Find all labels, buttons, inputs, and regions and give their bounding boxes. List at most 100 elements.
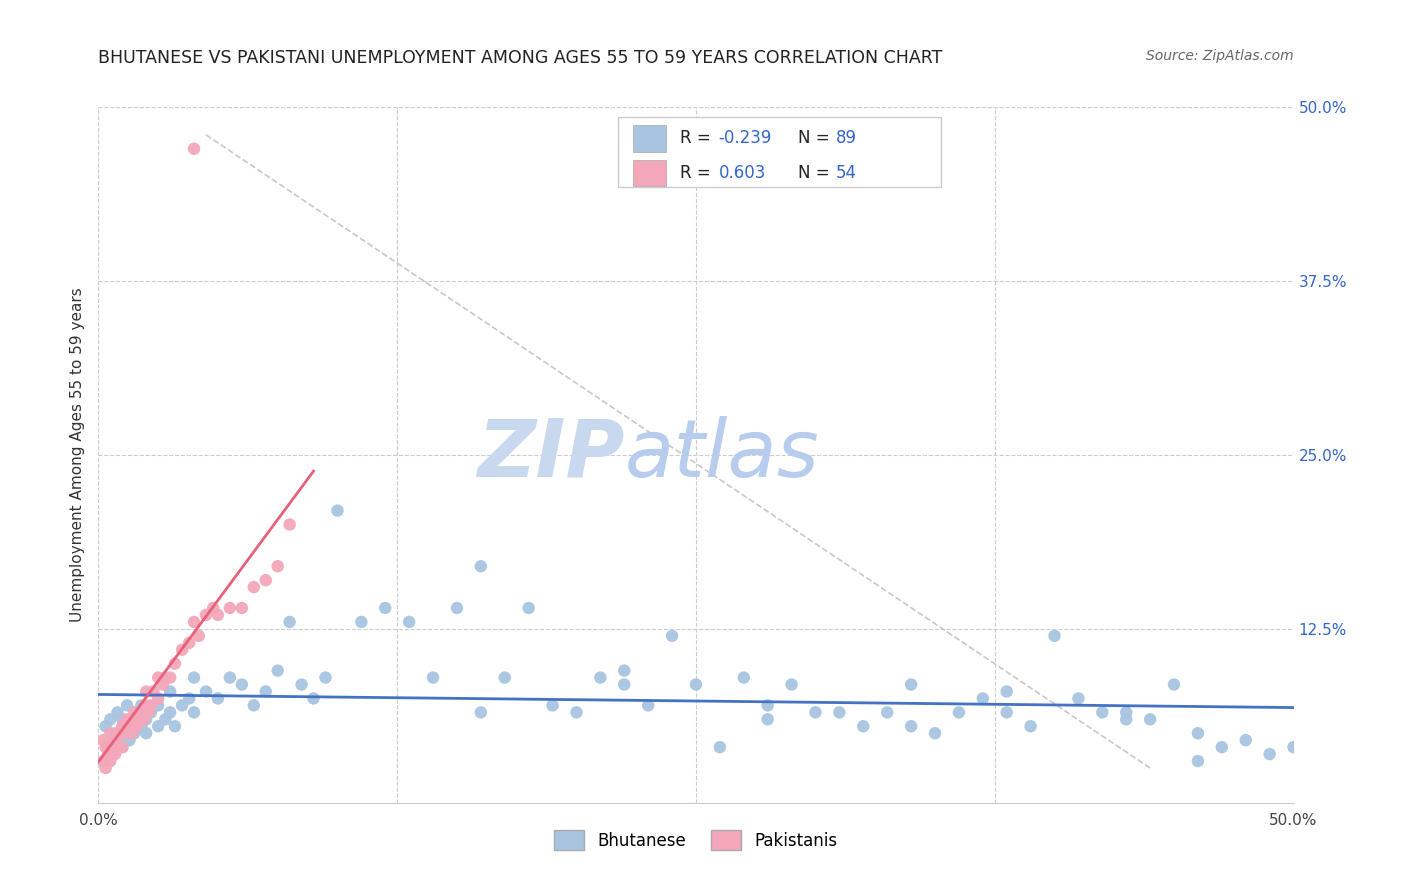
Point bbox=[179, 691, 201, 706]
Point bbox=[302, 691, 325, 706]
Point bbox=[207, 607, 229, 622]
Point bbox=[422, 671, 444, 685]
Point bbox=[948, 706, 970, 720]
Point bbox=[107, 706, 129, 720]
Point bbox=[91, 733, 114, 747]
Point bbox=[183, 142, 205, 156]
Point bbox=[1187, 726, 1209, 740]
Point bbox=[804, 706, 827, 720]
Text: R =: R = bbox=[681, 129, 717, 147]
Text: 54: 54 bbox=[835, 164, 856, 182]
Point bbox=[494, 671, 516, 685]
Point bbox=[121, 726, 143, 740]
Point bbox=[98, 712, 122, 726]
FancyBboxPatch shape bbox=[633, 125, 666, 152]
Point bbox=[637, 698, 659, 713]
Point bbox=[98, 740, 122, 755]
Point bbox=[98, 747, 122, 761]
Point bbox=[315, 671, 337, 685]
Point bbox=[183, 671, 205, 685]
Point bbox=[94, 719, 117, 733]
Point bbox=[124, 712, 146, 726]
Point bbox=[148, 719, 170, 733]
Point bbox=[155, 712, 177, 726]
Point bbox=[125, 719, 148, 733]
Point bbox=[187, 629, 209, 643]
Point bbox=[135, 684, 157, 698]
Point bbox=[108, 726, 131, 740]
Text: R =: R = bbox=[681, 164, 717, 182]
Point bbox=[104, 747, 127, 761]
Point bbox=[159, 706, 181, 720]
Point bbox=[1163, 677, 1185, 691]
Point bbox=[1258, 747, 1281, 761]
Point bbox=[1115, 706, 1137, 720]
Point bbox=[1234, 733, 1257, 747]
Point bbox=[350, 615, 373, 629]
Point bbox=[195, 607, 218, 622]
Point bbox=[135, 726, 157, 740]
Point bbox=[108, 740, 131, 755]
Text: BHUTANESE VS PAKISTANI UNEMPLOYMENT AMONG AGES 55 TO 59 YEARS CORRELATION CHART: BHUTANESE VS PAKISTANI UNEMPLOYMENT AMON… bbox=[98, 49, 943, 67]
Point bbox=[1139, 712, 1161, 726]
Point bbox=[756, 712, 779, 726]
Point bbox=[98, 754, 122, 768]
Point bbox=[541, 698, 564, 713]
Point bbox=[876, 706, 898, 720]
Point bbox=[613, 664, 636, 678]
Point bbox=[398, 615, 420, 629]
Point bbox=[115, 712, 138, 726]
Point bbox=[111, 719, 134, 733]
Legend: Bhutanese, Pakistanis: Bhutanese, Pakistanis bbox=[547, 823, 845, 857]
Point bbox=[972, 691, 994, 706]
Text: Source: ZipAtlas.com: Source: ZipAtlas.com bbox=[1146, 49, 1294, 63]
Point bbox=[115, 698, 138, 713]
Point bbox=[139, 698, 162, 713]
Point bbox=[111, 740, 134, 755]
Point bbox=[135, 698, 157, 713]
Point bbox=[135, 712, 157, 726]
Point bbox=[195, 684, 218, 698]
Point bbox=[219, 671, 242, 685]
Point bbox=[101, 747, 124, 761]
Point bbox=[243, 580, 266, 594]
Text: -0.239: -0.239 bbox=[718, 129, 772, 147]
Point bbox=[124, 712, 146, 726]
Point bbox=[159, 684, 181, 698]
Point bbox=[104, 726, 127, 740]
Point bbox=[267, 559, 290, 574]
Text: N =: N = bbox=[797, 129, 834, 147]
Text: 89: 89 bbox=[835, 129, 856, 147]
Point bbox=[685, 677, 707, 691]
Point bbox=[124, 726, 146, 740]
Point bbox=[155, 671, 177, 685]
Point bbox=[291, 677, 314, 691]
Point bbox=[148, 671, 170, 685]
FancyBboxPatch shape bbox=[633, 160, 666, 186]
Point bbox=[1067, 691, 1090, 706]
Point bbox=[172, 642, 194, 657]
Point bbox=[924, 726, 946, 740]
Point bbox=[163, 657, 186, 671]
Point bbox=[900, 677, 922, 691]
Point bbox=[139, 706, 162, 720]
Point bbox=[1115, 712, 1137, 726]
Point bbox=[1019, 719, 1042, 733]
Point bbox=[517, 601, 540, 615]
Point bbox=[179, 636, 201, 650]
Point bbox=[138, 706, 160, 720]
Point bbox=[152, 677, 174, 691]
Point bbox=[202, 601, 225, 615]
Point bbox=[91, 754, 114, 768]
Point bbox=[254, 684, 277, 698]
Point bbox=[326, 503, 349, 517]
Point bbox=[661, 629, 683, 643]
Point bbox=[94, 761, 117, 775]
Point bbox=[900, 719, 922, 733]
Point bbox=[111, 719, 134, 733]
Point bbox=[107, 733, 129, 747]
Point bbox=[97, 747, 120, 761]
Point bbox=[163, 719, 186, 733]
Point bbox=[98, 726, 122, 740]
Point bbox=[470, 559, 492, 574]
